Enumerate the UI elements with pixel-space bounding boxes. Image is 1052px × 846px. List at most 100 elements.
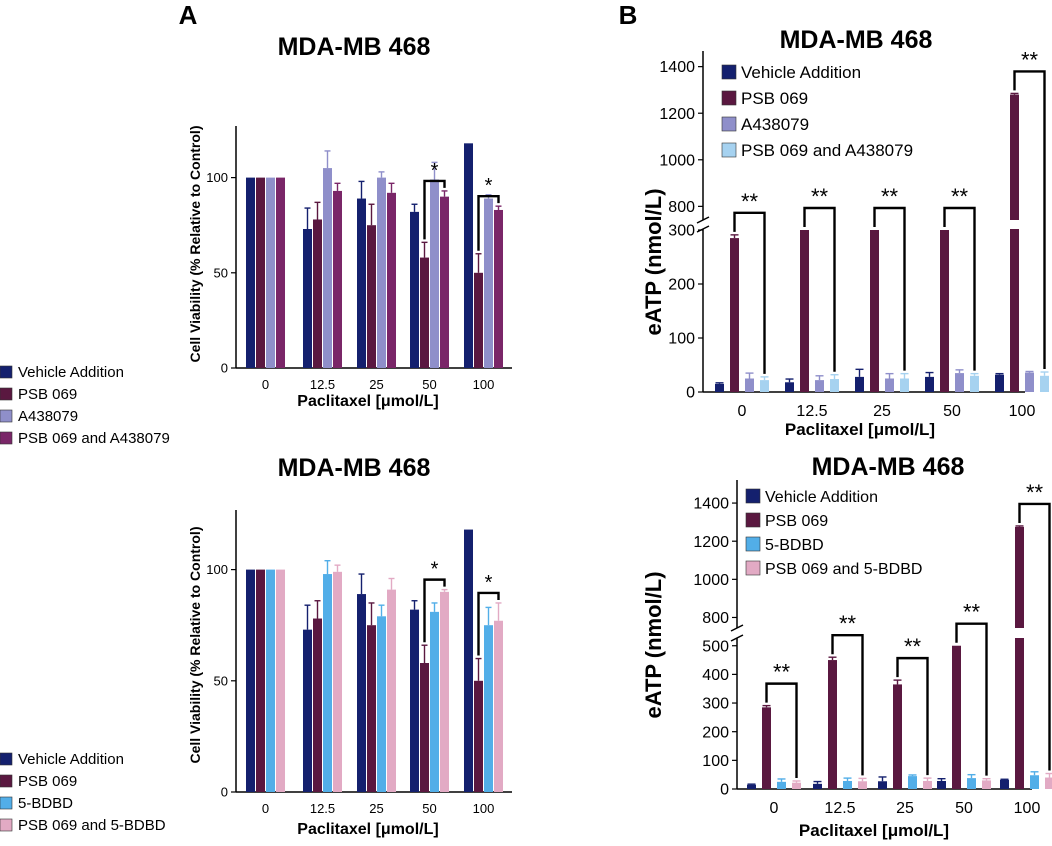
legend-label-psb-069: PSB 069	[765, 513, 828, 530]
x-tick-label: 100	[473, 801, 495, 816]
bar-vehicle-addition-0	[246, 569, 255, 792]
y-tick-label: 200	[702, 724, 729, 741]
y-tick-label: 400	[702, 667, 729, 684]
significance-label: **	[1026, 480, 1044, 505]
bar-vehicle-addition-12-5	[785, 382, 794, 392]
chart-b-bottom: MDA-MB 468010020030040050080010001200140…	[641, 453, 1052, 840]
bar-5-bdbd-12-5	[323, 574, 332, 792]
bar-psb-069-50	[952, 645, 961, 789]
y-axis-label: Cell Viability (% Relative to Control)	[187, 125, 203, 362]
bar-psb-069-and-5-bdbd-25	[923, 780, 932, 789]
legend-swatch-vehicle-addition	[0, 752, 13, 766]
x-tick-label: 100	[1014, 800, 1041, 817]
bar-psb-069-0	[256, 177, 265, 368]
bar-5-bdbd-25	[908, 776, 917, 789]
y-tick-label: 100	[702, 753, 729, 770]
bar-vehicle-addition-50	[925, 376, 934, 392]
bar-vehicle-addition-100	[1000, 779, 1009, 789]
legend-swatch-psb-069	[0, 387, 13, 401]
bar-a438079-50	[430, 179, 439, 368]
bar-psb-069-0	[730, 238, 739, 392]
bar-psb-069-and-a438079-100	[494, 209, 503, 368]
chart-title: MDA-MB 468	[780, 26, 933, 54]
bar-psb-069-and-a438079-25	[900, 378, 909, 392]
legend-label-psb-069: PSB 069	[18, 773, 77, 790]
bar-psb-069-50	[420, 257, 429, 368]
bar-a438079-100	[484, 198, 493, 368]
y-tick-label: 200	[668, 277, 695, 294]
bar-psb-069-and-a438079-12-5	[333, 190, 342, 368]
legend-label-psb-069-and-5-bdbd: PSB 069 and 5-BDBD	[18, 817, 166, 834]
x-tick-label: 25	[896, 800, 914, 817]
x-tick-label: 50	[955, 800, 973, 817]
legend-label-vehicle-addition: Vehicle Addition	[765, 489, 878, 506]
bar-psb-069-and-a438079-0	[760, 380, 769, 392]
significance-label: **	[1021, 47, 1039, 72]
legend-label-psb-069-and-5-bdbd: PSB 069 and 5-BDBD	[765, 561, 922, 578]
significance-bracket	[765, 682, 798, 778]
legend-label-psb-069: PSB 069	[741, 89, 808, 108]
x-axis-label: Paclitaxel [μmol/L]	[297, 393, 438, 410]
legend-swatch-5-bdbd	[745, 536, 761, 552]
bar-vehicle-addition-100	[464, 143, 473, 368]
bar-psb-069-12-5	[313, 219, 322, 368]
axis-break-mark	[730, 634, 744, 642]
legend-swatch-a438079	[0, 409, 13, 423]
x-tick-label: 25	[369, 801, 383, 816]
x-tick-label: 100	[473, 377, 495, 392]
significance-bracket	[477, 591, 500, 656]
significance-bracket	[1018, 502, 1051, 771]
bar-a438079-0	[266, 177, 275, 368]
significance-bracket	[896, 656, 929, 776]
significance-bracket	[873, 206, 906, 371]
x-tick-label: 0	[738, 403, 747, 420]
bar-psb-069-12-5	[800, 230, 809, 392]
bar-5-bdbd-100	[1030, 775, 1039, 789]
bar-psb-069-and-a438079-100	[1040, 375, 1049, 392]
significance-label: **	[741, 189, 759, 214]
y-tick-label: 50	[214, 673, 228, 688]
chart-title: MDA-MB 468	[812, 453, 965, 481]
chart-a-bottom: MDA-MB 468 0 50 100 0 12.5 25 50 100 * * Paclitaxel…	[0, 454, 512, 838]
bar-psb-069-and-5-bdbd-50	[440, 591, 449, 792]
significance-label: **	[773, 660, 791, 685]
panel-label-a: A	[179, 0, 198, 30]
legend-swatch-vehicle-addition	[721, 64, 737, 80]
significance-label: *	[431, 559, 439, 581]
bar-psb-069-100	[1015, 526, 1024, 789]
legend-swatch-psb-069-and-a438079	[721, 142, 737, 158]
bar-psb-069-and-5-bdbd-12-5	[333, 571, 342, 792]
bar-psb-069-100	[1010, 94, 1019, 392]
significance-label: **	[881, 184, 899, 209]
y-tick-label: 100	[206, 562, 228, 577]
axis-break-gap	[697, 220, 709, 229]
significance-label: *	[485, 572, 493, 594]
y-tick-label: 300	[702, 696, 729, 713]
bar-psb-069-and-a438079-50	[440, 196, 449, 368]
legend-swatch-psb-069	[721, 90, 737, 106]
y-tick-label: 800	[702, 610, 729, 627]
x-tick-label: 12.5	[310, 377, 335, 392]
significance-bracket	[1013, 70, 1046, 370]
legend-swatch-psb-069	[745, 512, 761, 528]
x-tick-label: 12.5	[310, 801, 335, 816]
bar-vehicle-addition-50	[937, 780, 946, 789]
bar-5-bdbd-100	[484, 625, 493, 792]
y-tick-label: 500	[702, 638, 729, 655]
bar-vehicle-addition-12-5	[303, 229, 312, 368]
legend-swatch-psb-069-and-5-bdbd	[745, 560, 761, 576]
bar-5-bdbd-0	[266, 569, 275, 792]
significance-label: **	[811, 184, 829, 209]
legend-label-vehicle-addition: Vehicle Addition	[18, 751, 124, 768]
legend-swatch-psb-069	[0, 774, 13, 788]
legend-label-psb-069-and-a438079: PSB 069 and A438079	[741, 141, 913, 160]
legend-label-vehicle-addition: Vehicle Addition	[741, 63, 861, 82]
bar-vehicle-addition-50	[410, 211, 419, 368]
bar-vehicle-addition-25	[878, 781, 887, 789]
bar-psb-069-and-a438079-50	[970, 375, 979, 392]
bar-psb-069-100	[474, 680, 483, 792]
x-tick-label: 100	[1009, 403, 1036, 420]
bar-psb-069-100	[474, 272, 483, 368]
bar-vehicle-addition-0	[715, 383, 724, 392]
bar-psb-069-and-a438079-25	[387, 192, 396, 368]
